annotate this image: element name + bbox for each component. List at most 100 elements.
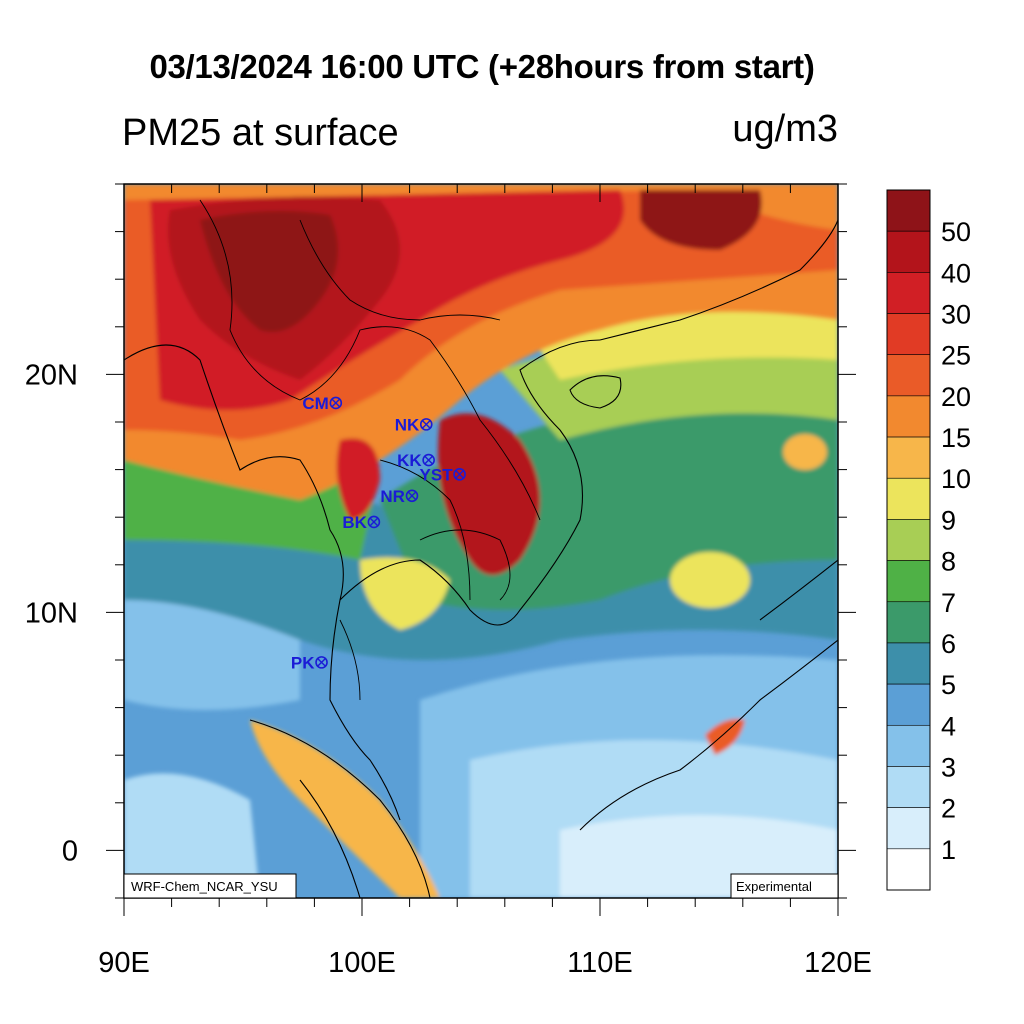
- map-title: 03/13/2024 16:00 UTC (+28hours from star…: [149, 48, 815, 85]
- border-line-3: [379, 459, 471, 601]
- field-patch-ne: [783, 434, 827, 470]
- legend-label: 3: [941, 752, 956, 782]
- station-cross-icon: [455, 470, 464, 479]
- coast-sumatra-s: [299, 779, 361, 898]
- legend-label: 40: [941, 258, 971, 288]
- coastlines: [124, 219, 838, 898]
- station-cross-icon: [407, 491, 417, 501]
- units-label: ug/m3: [732, 108, 838, 150]
- station-marker[interactable]: BK: [342, 513, 381, 532]
- field-band-50: [200, 211, 338, 332]
- station-marker[interactable]: NR: [380, 487, 419, 506]
- station-label: NR: [380, 487, 405, 506]
- legend-label: 8: [941, 547, 956, 577]
- station-circle-icon: [315, 656, 328, 669]
- legend-label: 15: [941, 423, 971, 453]
- legend-swatch: [886, 724, 931, 767]
- station-circle-icon: [453, 468, 466, 481]
- border-line-5: [339, 619, 361, 701]
- legend-swatch: [886, 436, 931, 479]
- borders: [199, 199, 541, 701]
- station-circle-icon: [329, 396, 343, 410]
- legend-label: 4: [941, 711, 956, 741]
- model-label-box: WRF-Chem_NCAR_YSU: [123, 873, 297, 899]
- station-label: NK: [395, 415, 420, 434]
- station-cross-icon: [369, 517, 379, 527]
- status-label: Experimental: [736, 879, 812, 894]
- station-label: CM: [302, 394, 328, 413]
- legend-label: 5: [941, 670, 956, 700]
- legend-swatch: [886, 601, 931, 644]
- station-label: YST: [420, 465, 454, 484]
- y-tick-label: 20N: [25, 359, 78, 391]
- x-tick-label: 90E: [98, 947, 150, 979]
- x-tick-label: 110E: [567, 947, 633, 979]
- concentration-field: [124, 184, 838, 898]
- station-marker[interactable]: NK: [395, 415, 433, 434]
- field-hotspot-east: [438, 413, 540, 575]
- legend-label: 6: [941, 629, 956, 659]
- station-label: KK: [397, 451, 422, 470]
- legend-swatch-bottom: [886, 848, 931, 891]
- legend-swatch: [886, 766, 931, 808]
- legend-swatch: [886, 807, 931, 850]
- coast-palawan: [759, 559, 838, 621]
- legend-frame: [886, 189, 931, 891]
- color-legend: 50 40 30 25 20 15 10 9 8 7 6 5 4 3 2 1: [886, 189, 971, 891]
- station-label: BK: [342, 513, 367, 532]
- border-line-1: [199, 199, 541, 521]
- legend-label: 10: [941, 464, 971, 494]
- station-circle-icon: [419, 418, 433, 431]
- legend-label: 20: [941, 382, 971, 412]
- border-line-2: [299, 219, 501, 321]
- legend-label: 2: [941, 794, 956, 824]
- legend-swatch: [886, 395, 931, 438]
- station-marker[interactable]: PK: [291, 653, 328, 672]
- coast-west-line: [124, 344, 401, 821]
- legend-swatch: [886, 560, 931, 603]
- legend-label: 9: [941, 505, 956, 535]
- legend-label: 1: [941, 835, 956, 865]
- x-tick-label: 120E: [804, 947, 872, 979]
- legend-label: 25: [941, 341, 971, 371]
- field-band-50-east: [640, 190, 762, 250]
- legend-label: 50: [941, 217, 971, 247]
- field-sumatra-band: [250, 720, 440, 898]
- plot-frame: [123, 183, 839, 899]
- legend-swatch: [886, 683, 931, 726]
- station-marker[interactable]: CM: [302, 394, 343, 413]
- variable-subtitle: PM25 at surface: [122, 112, 399, 154]
- station-cross-icon: [424, 455, 433, 465]
- field-band-2-west: [124, 773, 260, 898]
- legend-swatch: [886, 642, 931, 685]
- coast-borneo-n: [579, 639, 838, 831]
- field-hotspot-central: [336, 438, 380, 520]
- station-marker[interactable]: KK: [397, 451, 435, 470]
- station-marker[interactable]: YST: [420, 465, 466, 484]
- coast-sumatra-n: [249, 719, 431, 898]
- station-cross-icon: [421, 420, 431, 429]
- y-tick-label: 0: [62, 835, 78, 867]
- model-label: WRF-Chem_NCAR_YSU: [131, 879, 278, 894]
- y-tick-label: 10N: [25, 597, 78, 629]
- field-patch-scs: [670, 552, 750, 608]
- station-cross-icon: [331, 398, 341, 408]
- station-circle-icon: [405, 489, 419, 503]
- coast-gulf-line: [339, 339, 601, 626]
- coast-hainan: [569, 375, 622, 409]
- legend-swatch: [886, 313, 931, 356]
- legend-swatch: [886, 477, 931, 520]
- legend-swatch: [886, 272, 931, 314]
- station-label: PK: [291, 653, 315, 672]
- x-tick-label: 100E: [328, 947, 396, 979]
- border-line-4: [419, 529, 511, 601]
- station-circle-icon: [422, 453, 435, 467]
- field-gulf-band: [360, 557, 450, 630]
- station-circle-icon: [367, 515, 381, 529]
- axis-ticks: 90E 100E 110E 120E 0 10N 20N: [25, 183, 872, 979]
- legend-swatch: [886, 519, 931, 561]
- station-cross-icon: [317, 658, 326, 667]
- legend-swatch: [886, 230, 931, 273]
